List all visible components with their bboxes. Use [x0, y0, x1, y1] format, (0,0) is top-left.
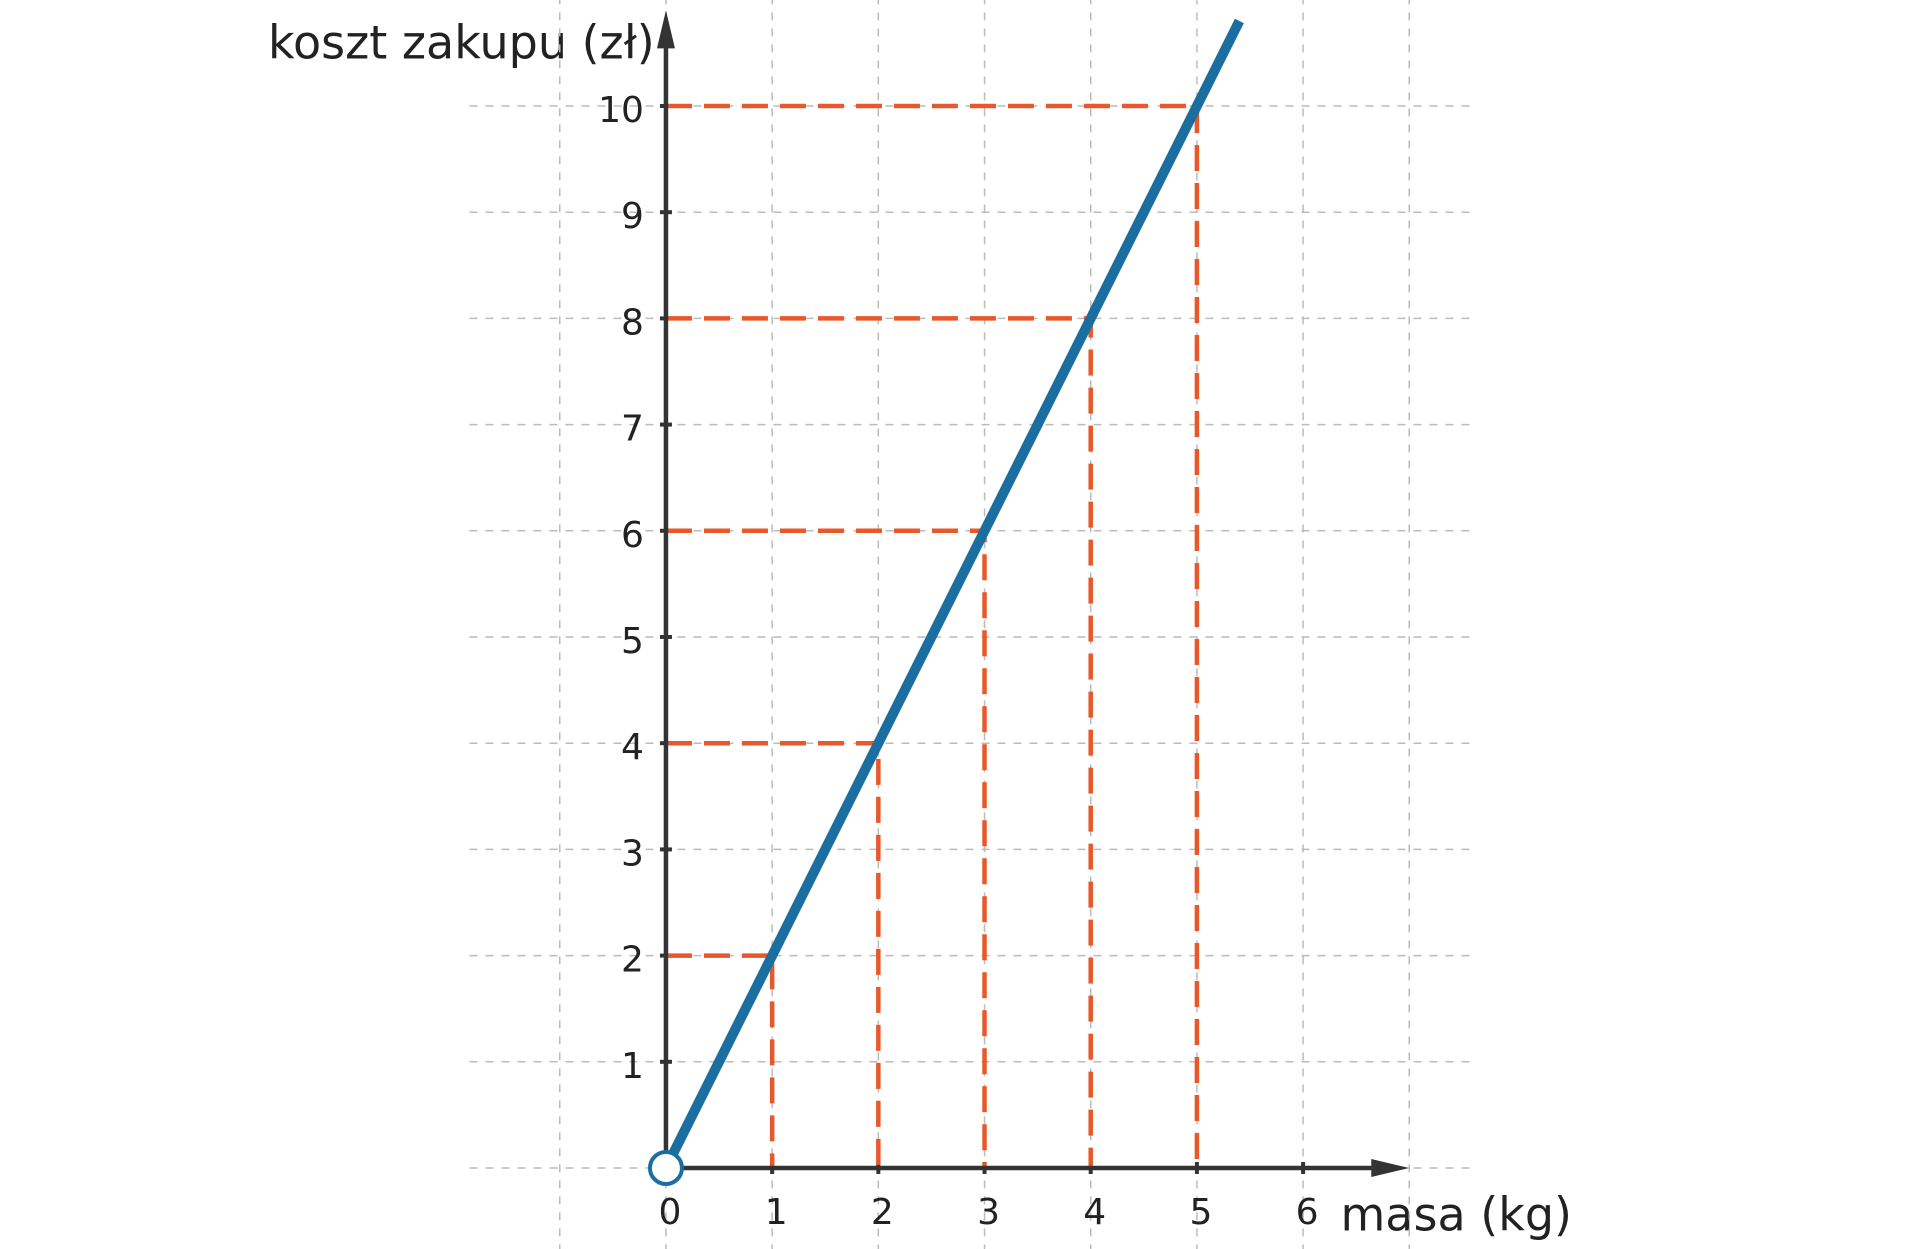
guide-line [665, 103, 1200, 1168]
origin-point [647, 1150, 684, 1186]
y-tick-label: 8 [621, 302, 644, 343]
x-tick-label: 2 [871, 1192, 894, 1233]
x-tick-label: 4 [1083, 1192, 1106, 1233]
x-tick-label: 3 [977, 1192, 1000, 1233]
y-tick-label: 9 [621, 196, 644, 237]
y-tick-label: 10 [598, 90, 644, 131]
x-tick-label: 5 [1189, 1192, 1212, 1233]
x-axis-arrow [1371, 1159, 1410, 1177]
y-tick-label: 2 [621, 940, 644, 981]
y-tick-label: 7 [621, 409, 644, 450]
x-tick-label: 0 [658, 1192, 681, 1233]
x-axis-title: masa (kg) [1340, 1188, 1572, 1242]
x-tick-label: 1 [765, 1192, 788, 1233]
y-tick-label: 5 [621, 621, 644, 662]
y-tick-label: 1 [621, 1046, 644, 1087]
x-tick-label: 6 [1296, 1192, 1319, 1233]
y-axis-title: koszt zakupu (zł) [268, 16, 655, 70]
y-tick-label: 6 [621, 515, 644, 556]
y-tick-label: 3 [621, 833, 644, 874]
data-line [661, 18, 1244, 1171]
guide-line [665, 953, 775, 1168]
y-tick-label: 4 [621, 727, 644, 768]
y-axis-arrow [656, 10, 675, 49]
